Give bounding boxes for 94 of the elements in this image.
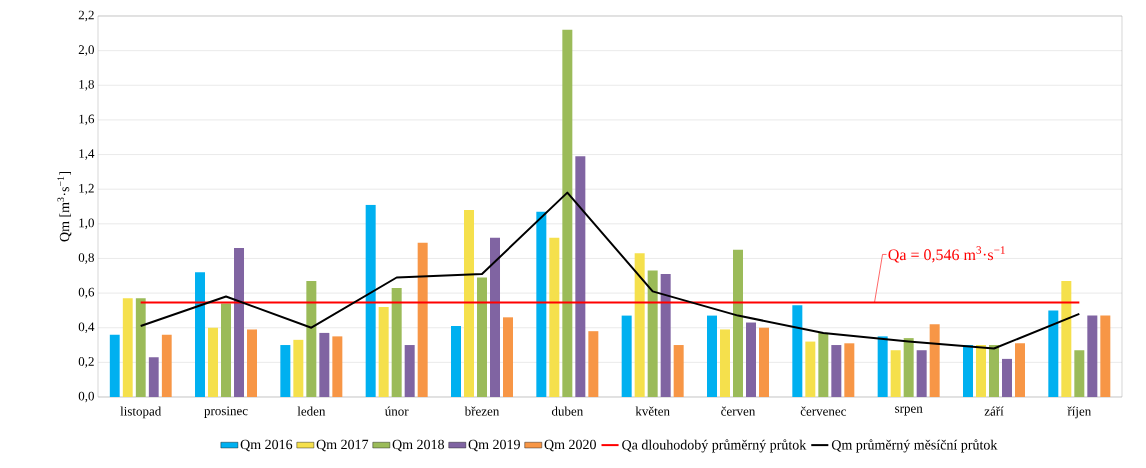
y-tick-label: 1,6 (79, 114, 95, 126)
bar (280, 345, 291, 397)
bar (647, 270, 658, 397)
bar (746, 322, 756, 397)
x-tick-label: květen (635, 406, 670, 416)
bar (634, 253, 645, 397)
legend-label: Qm 2017 (316, 439, 369, 452)
bar (733, 249, 743, 397)
bar (490, 237, 501, 397)
bar (805, 341, 816, 397)
bar (306, 280, 317, 397)
x-tick-label: srpen (895, 406, 923, 416)
x-tick-label: prosinec (204, 406, 248, 418)
bar (562, 29, 573, 397)
bar (588, 331, 599, 397)
x-tick-label: únor (384, 406, 409, 416)
y-tick-label: 0,0 (78, 391, 94, 403)
bar (109, 334, 120, 397)
bar (660, 274, 671, 397)
bar (293, 339, 304, 397)
bar (792, 305, 803, 397)
bar (989, 345, 999, 397)
y-tick-label: 0,6 (78, 287, 95, 299)
y-tick-label: 1,0 (79, 218, 94, 230)
annotation: Qa = 0,546 m$^{3}$·s$^{−1}$ (888, 246, 1005, 263)
bar (135, 298, 146, 397)
bar (575, 156, 586, 397)
bar (404, 345, 415, 397)
bar (378, 306, 389, 397)
y-tick-label: 2,0 (78, 45, 94, 56)
bar (247, 329, 258, 397)
y-tick-label: 1,4 (79, 149, 95, 160)
y-tick-label: 0,4 (78, 322, 95, 334)
bar (122, 298, 133, 397)
y-tick-label: 1,8 (79, 79, 94, 91)
bar (365, 204, 376, 397)
legend-label: Qm průměrný měsíční průtok (831, 439, 998, 453)
bar (417, 242, 428, 397)
bar (477, 277, 487, 397)
x-tick-label: leden (297, 406, 326, 416)
bar (1087, 315, 1098, 397)
bar (818, 332, 829, 397)
bar (916, 350, 927, 397)
bar (929, 324, 940, 397)
x-tick-label: březen (464, 406, 500, 416)
bar (844, 343, 855, 397)
bar (831, 345, 842, 397)
bar (976, 345, 986, 397)
bar (148, 357, 159, 397)
legend-label: Qm 2020 (544, 439, 596, 452)
line-series (139, 191, 1081, 350)
legend-label: Qm 2016 (240, 439, 293, 452)
legend-label: Qa dlouhodobý průměrný průtok (622, 439, 807, 453)
bar (536, 211, 547, 397)
bar (1074, 350, 1085, 397)
x-tick-label: listopad (120, 406, 162, 419)
bar (549, 237, 560, 397)
y-tick-label: 0,8 (78, 253, 94, 264)
x-tick-label: červen (721, 406, 756, 416)
bar (1015, 343, 1025, 397)
x-tick-label: duben (551, 406, 584, 416)
bar (451, 325, 462, 397)
bar (877, 336, 888, 397)
bar (621, 315, 632, 397)
x-tick-label: červenec (800, 406, 847, 416)
bar (332, 336, 343, 397)
bar (161, 334, 172, 397)
bar (707, 315, 717, 397)
y-tick-label: 2,2 (78, 10, 94, 22)
x-tick-label: říjen (1067, 406, 1092, 419)
bar (234, 248, 245, 397)
bar (759, 327, 769, 397)
legend-label: Qm 2019 (468, 439, 520, 452)
x-tick-label: září (984, 406, 1004, 416)
bar (464, 209, 475, 397)
bar (195, 272, 206, 397)
y-tick-label: 0,2 (78, 357, 94, 368)
y-tick-label: 1,2 (79, 183, 94, 195)
bar (903, 338, 914, 397)
bar (890, 350, 901, 397)
bar (319, 332, 330, 397)
bar (673, 345, 684, 397)
bar (221, 303, 232, 397)
bar (720, 329, 730, 397)
bar (1100, 315, 1111, 397)
bar (391, 287, 402, 397)
bar (503, 317, 513, 397)
bar (1048, 310, 1059, 397)
bar (208, 327, 219, 397)
legend-label: Qm 2018 (392, 439, 445, 452)
bar (1061, 280, 1072, 397)
y-axis-title: Qm [m$^{3}$·s$^{−1}$] (57, 171, 72, 242)
bar (1002, 358, 1012, 397)
bar (963, 345, 973, 397)
